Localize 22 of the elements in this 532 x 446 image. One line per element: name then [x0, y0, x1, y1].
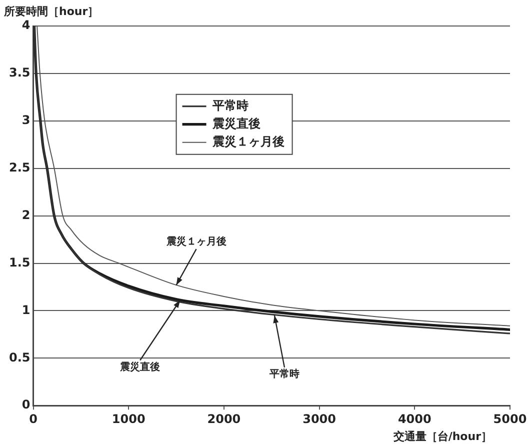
- y-tick-label: 3: [22, 113, 30, 128]
- x-tick-label: 1000: [112, 412, 146, 426]
- y-tick-label: 2: [22, 208, 30, 222]
- annotation: 平常時: [268, 368, 300, 380]
- x-tick-label: 4000: [398, 412, 432, 426]
- x-tick-label: 5000: [493, 412, 527, 426]
- legend-label: 平常時: [211, 98, 248, 112]
- legend-label: 震災直後: [211, 116, 260, 130]
- annotation: 震災直後: [119, 360, 160, 373]
- legend-label: 震災１ヶ月後: [211, 134, 284, 148]
- x-tick-label: 3000: [302, 412, 336, 426]
- y-tick-label: 0.5: [8, 350, 30, 364]
- y-tick-label: 2.5: [8, 160, 30, 174]
- annotation: 震災１ヶ月後: [165, 236, 226, 248]
- y-tick-label: 0: [22, 398, 30, 412]
- y-axis-title: 所要時間［hour］: [4, 4, 99, 19]
- x-tick-label: 2000: [207, 412, 241, 426]
- y-tick-label: 4: [22, 18, 30, 32]
- y-tick-label: 1: [22, 302, 30, 317]
- y-tick-label: 1.5: [8, 255, 30, 270]
- y-tick-label: 3.5: [8, 66, 30, 80]
- x-axis-title: 交通量［台/hour］: [393, 429, 492, 444]
